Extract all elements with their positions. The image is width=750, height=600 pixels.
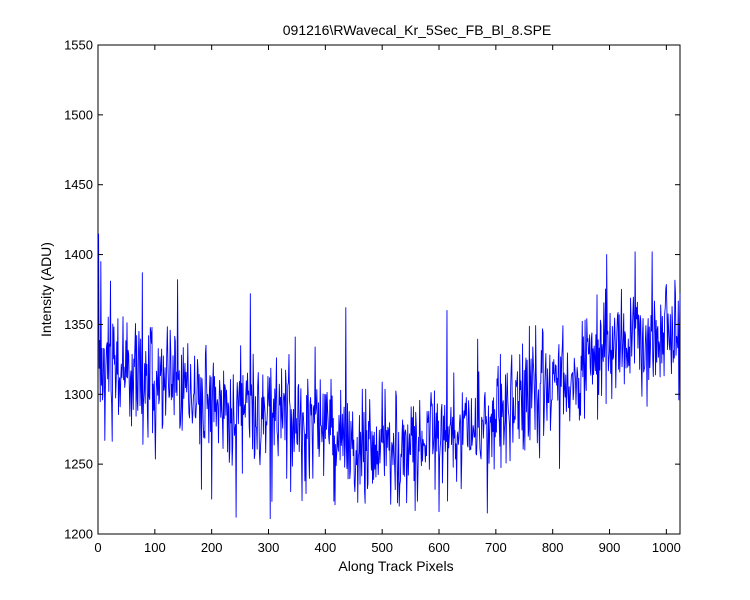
x-tick-label: 500: [371, 540, 393, 555]
y-axis-label: Intensity (ADU): [38, 242, 54, 337]
y-tick-label: 1400: [64, 247, 93, 262]
axis-ticks: 0 100 200 300 400 500 600 700 800 900 1000 1200 1250…: [64, 38, 681, 556]
x-tick-label: 600: [428, 540, 450, 555]
x-tick-label: 700: [485, 540, 507, 555]
x-tick-label: 300: [258, 540, 280, 555]
y-tick-label: 1550: [64, 38, 93, 53]
y-tick-label: 1250: [64, 457, 93, 472]
chart-title: 091216\RWavecal_Kr_5Sec_FB_Bl_8.SPE: [283, 22, 552, 38]
x-tick-label: 0: [94, 540, 101, 555]
x-tick-label: 800: [542, 540, 564, 555]
x-tick-label: 1000: [652, 540, 681, 555]
y-tick-label: 1300: [64, 387, 93, 402]
x-axis-label: Along Track Pixels: [338, 558, 453, 574]
x-tick-label: 400: [314, 540, 336, 555]
x-tick-label: 200: [201, 540, 223, 555]
y-tick-label: 1350: [64, 317, 93, 332]
y-tick-label: 1450: [64, 177, 93, 192]
data-layer: [98, 233, 681, 520]
y-tick-label: 1500: [64, 107, 93, 122]
x-tick-label: 900: [599, 540, 621, 555]
y-tick-label: 1200: [64, 527, 93, 542]
series-line-1: [98, 233, 681, 520]
plot-area: [97, 44, 681, 535]
x-tick-label: 100: [144, 540, 166, 555]
